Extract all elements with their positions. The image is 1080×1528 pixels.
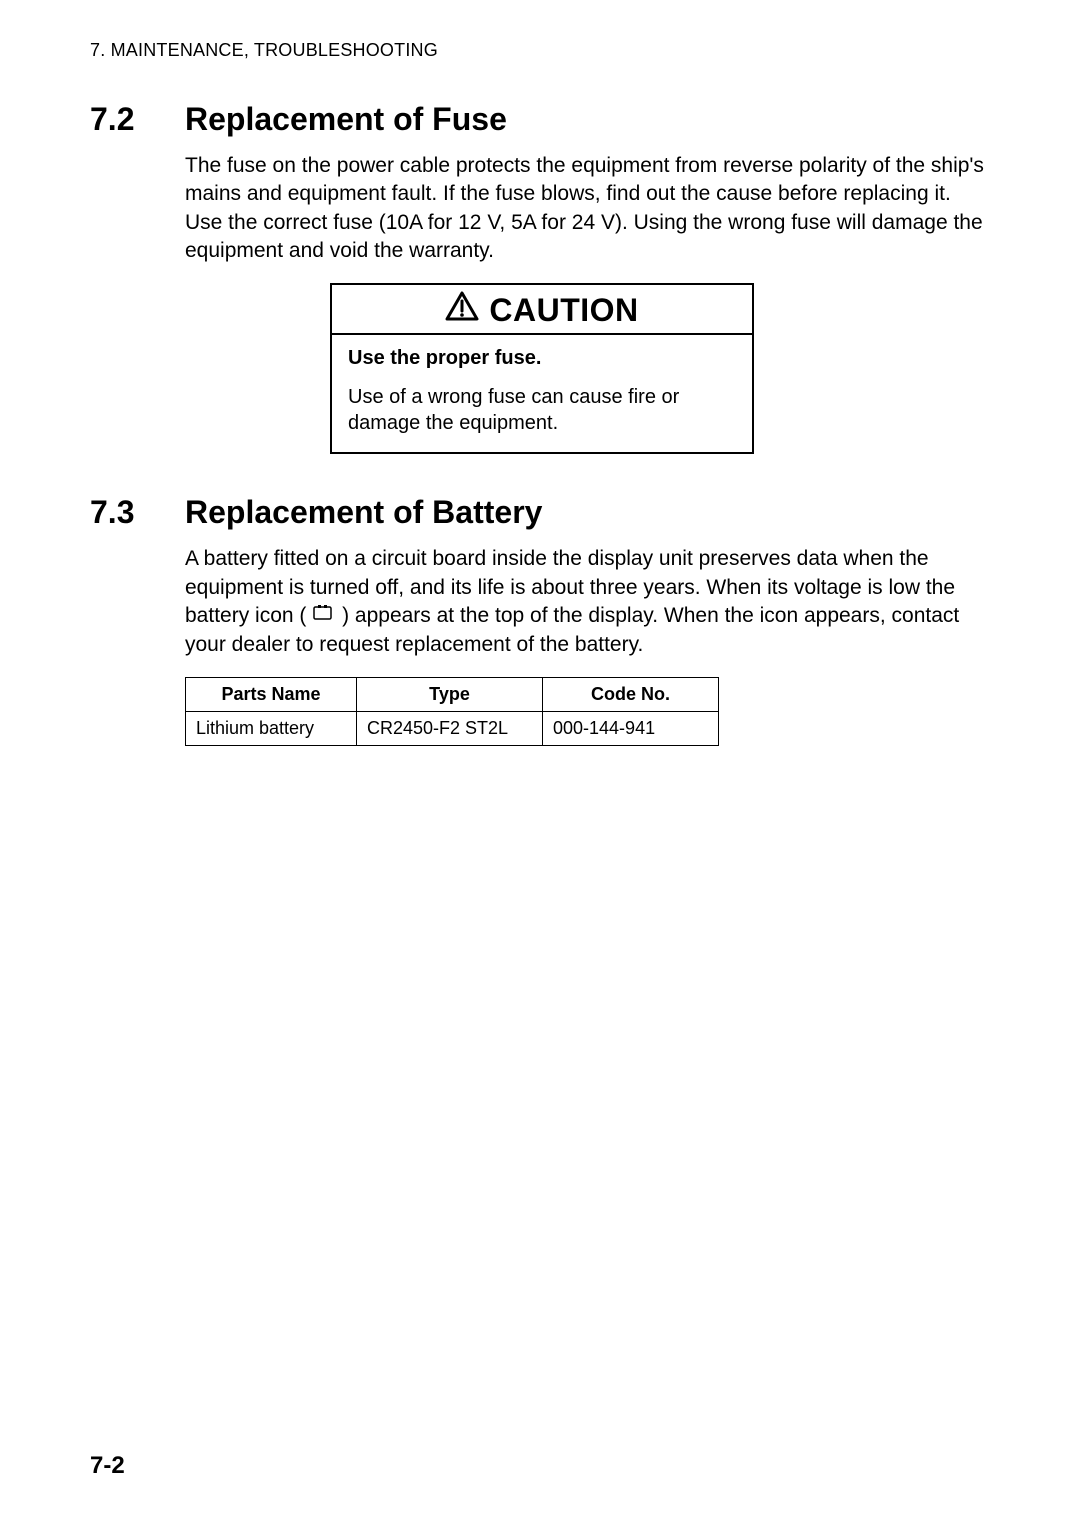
section-7-3-number: 7.3 <box>90 494 185 531</box>
table-header-code-no: Code No. <box>543 678 719 712</box>
section-7-2-title: Replacement of Fuse <box>185 101 507 138</box>
section-7-3-body: A battery fitted on a circuit board insi… <box>185 545 990 659</box>
warning-triangle-icon <box>445 291 479 329</box>
table-header-parts-name: Parts Name <box>186 678 357 712</box>
section-7-3-heading: 7.3 Replacement of Battery <box>90 494 990 531</box>
section-7-3-title: Replacement of Battery <box>185 494 542 531</box>
page-number: 7-2 <box>90 1452 125 1480</box>
cell-parts-name: Lithium battery <box>186 712 357 746</box>
table-header-row: Parts Name Type Code No. <box>186 678 719 712</box>
section-7-2-number: 7.2 <box>90 101 185 138</box>
caution-box: CAUTION Use the proper fuse. Use of a wr… <box>330 283 754 454</box>
caution-body: Use the proper fuse. Use of a wrong fuse… <box>332 335 752 452</box>
caution-text: Use of a wrong fuse can cause fire or da… <box>348 384 736 436</box>
caution-header: CAUTION <box>332 285 752 335</box>
section-7-2-heading: 7.2 Replacement of Fuse <box>90 101 990 138</box>
table-row: Lithium battery CR2450-F2 ST2L 000-144-9… <box>186 712 719 746</box>
caution-bold-line: Use the proper fuse. <box>348 347 736 370</box>
cell-code-no: 000-144-941 <box>543 712 719 746</box>
table-header-type: Type <box>357 678 543 712</box>
page: 7. MAINTENANCE, TROUBLESHOOTING 7.2 Repl… <box>0 0 1080 1528</box>
cell-type: CR2450-F2 ST2L <box>357 712 543 746</box>
running-head: 7. MAINTENANCE, TROUBLESHOOTING <box>90 40 990 61</box>
caution-label: CAUTION <box>489 292 638 329</box>
battery-low-icon <box>313 602 335 630</box>
parts-table: Parts Name Type Code No. Lithium battery… <box>185 677 719 746</box>
section-7-2-body: The fuse on the power cable protects the… <box>185 152 990 265</box>
